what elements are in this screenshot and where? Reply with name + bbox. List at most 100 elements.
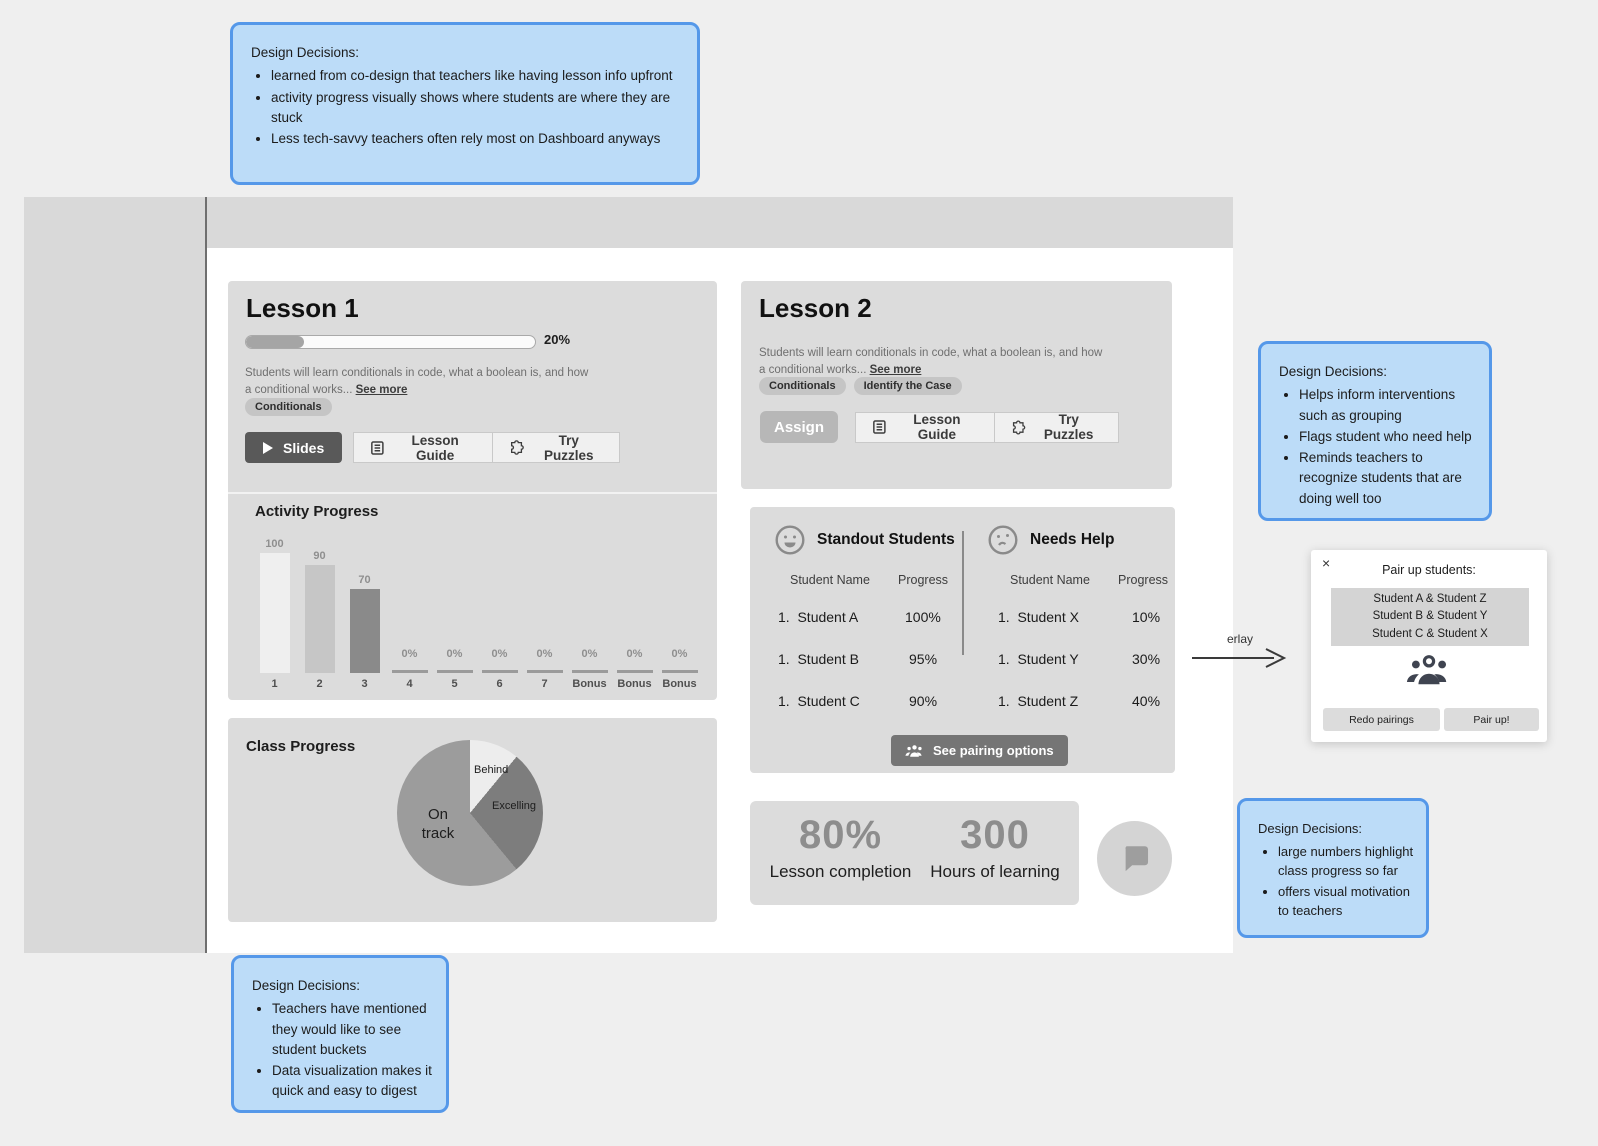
bar-value-label: 0% <box>581 648 598 660</box>
pairing-item: Student B & Student Y <box>1372 610 1488 623</box>
lesson2-lesson-guide-button[interactable]: Lesson Guide <box>855 411 995 443</box>
lesson1-see-more-link[interactable]: See more <box>355 383 408 396</box>
pairing-item: Student A & Student Z <box>1373 593 1487 606</box>
needs-help-name-header: Student Name <box>1010 573 1090 587</box>
see-pairing-options-button[interactable]: See pairing options <box>891 735 1068 766</box>
lesson2-tags: Conditionals Identify the Case <box>759 377 962 395</box>
student-name: Student Z <box>1017 693 1079 709</box>
progress-value: 30% <box>1132 651 1161 667</box>
bar-category-label: 6 <box>496 678 503 690</box>
row-number: 1. <box>998 693 1010 709</box>
bar-category-label: Bonus <box>662 678 697 690</box>
student-name: Student B <box>797 651 859 667</box>
lesson-guide-label: Lesson Guide <box>411 432 459 463</box>
close-icon[interactable]: × <box>1322 555 1331 571</box>
students-panel: Standout Students Needs Help Student Nam… <box>750 507 1175 773</box>
lesson2-description-text: Students will learn conditionals in code… <box>759 347 1103 376</box>
pie-label-behind: Behind <box>474 764 509 776</box>
needs-help-title: Needs Help <box>1030 531 1115 548</box>
pair-up-button[interactable]: Pair up! <box>1444 708 1539 731</box>
lesson1-lesson-guide-button[interactable]: Lesson Guide <box>353 432 494 463</box>
bar <box>616 670 653 673</box>
annotation-title: Design Decisions: <box>1258 821 1363 836</box>
bar-category-label: Bonus <box>617 678 652 690</box>
lesson2-see-more-link[interactable]: See more <box>869 363 922 376</box>
tag-conditionals: Conditionals <box>759 377 846 395</box>
bar-category-label: 1 <box>271 678 278 690</box>
activity-bar-slot: 100 1 <box>252 531 297 691</box>
lesson-completion-value: 80% <box>798 813 883 857</box>
lesson2-try-puzzles-button[interactable]: Try Puzzles <box>994 411 1119 443</box>
bar-value-label: 0% <box>536 648 553 660</box>
progress-value: 100% <box>905 609 941 625</box>
app-header-bar <box>207 197 1233 248</box>
bar-value-label: 0% <box>671 648 688 660</box>
bullet-item: large numbers highlight class progress s… <box>1278 842 1414 881</box>
bullet-item: learned from co-design that teachers lik… <box>271 66 685 86</box>
tag-identify-the-case: Identify the Case <box>853 377 962 395</box>
bullet-item: activity progress visually shows where s… <box>271 88 685 129</box>
activity-bar-slot: 0% 4 <box>387 531 432 691</box>
annotation-title: Design Decisions: <box>252 978 361 993</box>
lesson1-description: Students will learn conditionals in code… <box>245 365 590 398</box>
bar <box>304 565 335 673</box>
annotation-list: Teachers have mentioned they would like … <box>252 999 434 1101</box>
student-name: Student C <box>797 693 860 709</box>
annotation-list: large numbers highlight class progress s… <box>1258 842 1414 921</box>
bar-value-label: 0% <box>446 648 463 660</box>
redo-pairings-button[interactable]: Redo pairings <box>1323 708 1440 731</box>
activity-bar-slot: 0% 5 <box>432 531 477 691</box>
lesson1-progress-bar <box>245 335 536 349</box>
slides-button[interactable]: Slides <box>245 432 343 463</box>
stats-panel: 80% Lesson completion 300 Hours of learn… <box>750 801 1079 905</box>
lesson2-description: Students will learn conditionals in code… <box>759 345 1104 378</box>
table-row: 1. Student B <box>778 651 859 667</box>
bar-value-label: 0% <box>401 648 418 660</box>
overlay-arrow-label: erlay <box>1227 632 1254 646</box>
bar-value-label: 90 <box>313 550 326 562</box>
try-puzzles-label: Try Puzzles <box>543 432 594 463</box>
people-icon <box>905 744 922 757</box>
assign-button[interactable]: Assign <box>760 411 838 443</box>
tag-conditionals: Conditionals <box>245 398 332 416</box>
bar-category-label: Bonus <box>572 678 607 690</box>
annotation-top: Design Decisions: learned from co-design… <box>230 22 700 185</box>
chat-button[interactable] <box>1097 821 1172 896</box>
lesson1-title: Lesson 1 <box>246 293 359 323</box>
class-progress-card: Class Progress Behind Excelling On track <box>228 718 717 922</box>
lesson1-card: Lesson 1 20% Students will learn conditi… <box>228 281 717 700</box>
bar <box>661 670 698 673</box>
puzzle-icon <box>1012 420 1026 434</box>
lesson1-try-puzzles-button[interactable]: Try Puzzles <box>492 432 621 463</box>
slides-button-label: Slides <box>283 439 325 456</box>
annotation-list: Helps inform interventions such as group… <box>1279 385 1477 509</box>
hours-of-learning-stat: 300 Hours of learning <box>920 813 1070 882</box>
bar <box>571 670 608 673</box>
annotation-title: Design Decisions: <box>1279 364 1388 379</box>
lesson-guide-icon <box>371 440 384 455</box>
lesson1-tags: Conditionals <box>245 398 332 416</box>
bullet-item: Reminds teachers to recognize students t… <box>1299 448 1477 509</box>
table-row: 1. Student Z <box>998 693 1078 709</box>
annotation-list: learned from co-design that teachers lik… <box>251 66 685 149</box>
standout-name-header: Student Name <box>790 573 870 587</box>
activity-bar-slot: 0% Bonus <box>612 531 657 691</box>
bar-category-label: 3 <box>361 678 368 690</box>
lesson1-actions: Slides Lesson Guide Try Puzzles <box>245 432 621 463</box>
annotation-title: Design Decisions: <box>251 45 360 60</box>
bullet-item: Teachers have mentioned they would like … <box>272 999 434 1060</box>
annotation-right: Design Decisions: Helps inform intervent… <box>1258 341 1492 521</box>
table-row: 1. Student X <box>998 609 1079 625</box>
panel-divider <box>962 531 964 655</box>
try-puzzles-label: Try Puzzles <box>1043 412 1094 442</box>
hours-of-learning-value: 300 <box>960 813 1030 857</box>
row-number: 1. <box>778 609 790 625</box>
row-number: 1. <box>778 693 790 709</box>
hours-of-learning-label: Hours of learning <box>930 862 1060 881</box>
bullet-item: Helps inform interventions such as group… <box>1299 385 1477 426</box>
pair-up-overlay: × Pair up students: Student A & Student … <box>1311 550 1547 742</box>
lesson-guide-label: Lesson Guide <box>913 412 961 442</box>
annotation-bottom-right: Design Decisions: large numbers highligh… <box>1237 798 1429 938</box>
sidebar-divider <box>205 197 207 953</box>
lesson-guide-icon <box>873 420 886 434</box>
